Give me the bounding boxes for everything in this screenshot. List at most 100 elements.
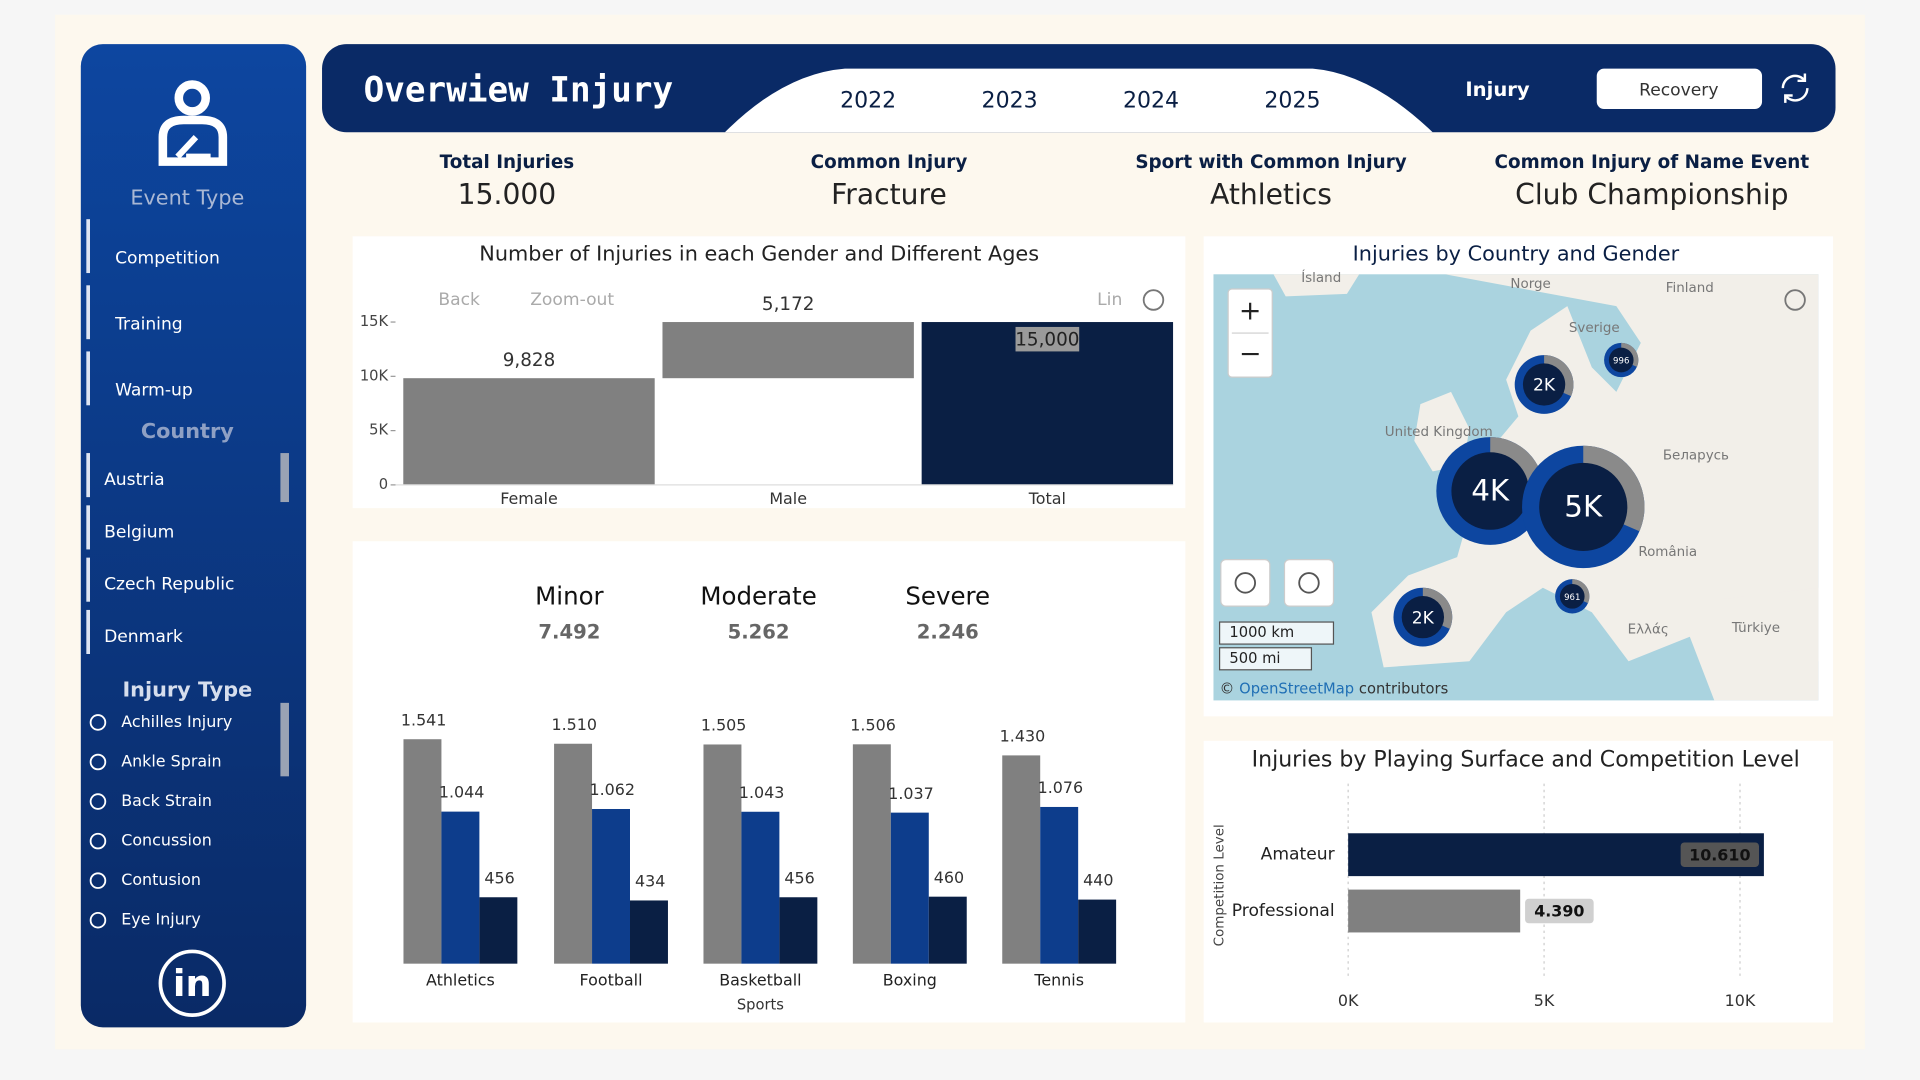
map-bubble[interactable]: 2K	[1514, 355, 1574, 414]
attribution-text: ©	[1220, 680, 1235, 697]
attribution: © OpenStreetMap contributors	[1220, 680, 1449, 697]
kpi-value: Club Championship	[1515, 178, 1788, 211]
filter-item[interactable]: Back Strain	[121, 791, 212, 810]
y-tick-label: 10K	[360, 367, 389, 384]
zoom-out[interactable]: −	[1239, 339, 1262, 370]
filter-item[interactable]: Contusion	[121, 870, 201, 889]
reset-button[interactable]	[1283, 558, 1335, 607]
radio[interactable]	[89, 753, 107, 771]
svg-text:in: in	[173, 962, 212, 1005]
filter-item[interactable]: Belgium	[104, 522, 174, 542]
bar	[403, 378, 655, 485]
bar	[403, 739, 442, 964]
map-bubble[interactable]: 961	[1555, 579, 1590, 614]
radio[interactable]	[89, 872, 107, 889]
map-bubble[interactable]: 2K	[1393, 587, 1453, 647]
tab-label[interactable]: Recovery	[1639, 81, 1718, 101]
year-tab-label[interactable]: 2022	[840, 89, 896, 114]
value-label: 1.510	[552, 715, 598, 734]
value-label: 440	[1083, 871, 1113, 890]
attribution-link[interactable]: OpenStreetMap	[1239, 680, 1354, 697]
toolbar-button[interactable]: Lin	[1097, 290, 1122, 310]
filter-item[interactable]: Eye Injury	[121, 910, 201, 929]
y-tick-label: Amateur	[1261, 845, 1336, 865]
filter-item[interactable]: Austria	[104, 470, 164, 490]
filter-item[interactable]: Denmark	[104, 627, 183, 647]
place-label: Ísland	[1301, 268, 1341, 286]
kpi-label: Common Injury	[811, 152, 968, 173]
bar	[1078, 899, 1117, 964]
value-label: 1.062	[589, 780, 635, 799]
scrollbar[interactable]	[280, 702, 289, 777]
toolbar-button[interactable]: Zoom-out	[530, 290, 614, 310]
kpi-label: Total Injuries	[440, 152, 575, 173]
place-label: United Kingdom	[1385, 425, 1493, 440]
value-label: 9,828	[503, 350, 556, 371]
zoom-in[interactable]: +	[1239, 296, 1262, 327]
legend-total: 2.246	[917, 621, 979, 644]
header-title: Overwiew Injury	[364, 70, 673, 110]
bar	[779, 897, 818, 964]
radio[interactable]	[89, 714, 107, 731]
value-label-bg	[1525, 898, 1594, 924]
filter-item[interactable]: Warm-up	[115, 381, 193, 401]
radio[interactable]	[89, 793, 107, 810]
legend-name: Severe	[905, 582, 990, 611]
bar	[741, 811, 780, 964]
lasso-button[interactable]	[1220, 558, 1271, 607]
year-tab-label[interactable]: 2024	[1123, 89, 1179, 114]
bubble-core	[1401, 595, 1445, 639]
bar	[703, 744, 742, 964]
help-icon[interactable]	[1784, 289, 1806, 311]
map-bubble[interactable]: 5K	[1522, 445, 1645, 569]
place-label: România	[1638, 544, 1697, 560]
value-label: 15,000	[1015, 329, 1079, 350]
x-tick-label: Female	[500, 489, 558, 508]
tab-label[interactable]: Injury	[1465, 78, 1530, 101]
tab-button[interactable]	[1596, 68, 1763, 109]
bar	[662, 322, 914, 379]
kpi-value: Fracture	[831, 178, 947, 211]
filter-item[interactable]: Czech Republic	[104, 575, 234, 595]
value-label: 434	[635, 872, 665, 891]
filter-item[interactable]: Ankle Sprain	[121, 752, 221, 771]
value-label: 1.043	[739, 783, 785, 802]
kpi-label: Common Injury of Name Event	[1495, 152, 1810, 173]
scrollbar[interactable]	[280, 453, 289, 503]
value-label-bg	[1680, 842, 1760, 867]
filter-item[interactable]: Achilles Injury	[121, 712, 232, 731]
linkedin-icon[interactable]: in	[158, 949, 226, 1017]
bar	[592, 808, 630, 964]
help-icon[interactable]	[1142, 289, 1165, 311]
x-tick-label: 0K	[1338, 991, 1359, 1010]
toolbar-button[interactable]: Back	[438, 290, 480, 310]
scale-label: 1000 km	[1229, 624, 1294, 641]
y-tick-label: 15K	[360, 313, 389, 330]
radio[interactable]	[89, 832, 107, 850]
bubble-label: 996	[1613, 357, 1629, 367]
section-title: Event Type	[130, 185, 244, 209]
bubble-core	[1608, 347, 1634, 373]
user-icon	[158, 80, 228, 166]
bar	[1348, 889, 1521, 933]
year-tab-label[interactable]: 2023	[982, 89, 1038, 114]
map-bubble[interactable]: 996	[1604, 342, 1639, 378]
bar	[630, 900, 668, 964]
bubble-label: 961	[1564, 593, 1580, 603]
section-title: Injury Type	[122, 678, 252, 702]
filter-item[interactable]: Competition	[115, 248, 220, 268]
filter-item[interactable]: Concussion	[121, 831, 212, 850]
year-tab-label[interactable]: 2025	[1264, 89, 1320, 114]
place-label: Türkiye	[1731, 621, 1780, 636]
radio[interactable]	[89, 911, 107, 929]
filter-item[interactable]: Training	[114, 314, 183, 334]
legend-name: Minor	[535, 582, 604, 611]
x-tick-label: Basketball	[719, 970, 801, 989]
place-label: Norge	[1510, 277, 1550, 292]
chart-title: Number of Injuries in each Gender and Di…	[479, 242, 1039, 266]
refresh-icon[interactable]	[1781, 73, 1809, 103]
x-tick-label: Boxing	[883, 970, 937, 989]
x-axis-label: Sports	[737, 996, 784, 1013]
legend-name: Moderate	[700, 582, 816, 611]
